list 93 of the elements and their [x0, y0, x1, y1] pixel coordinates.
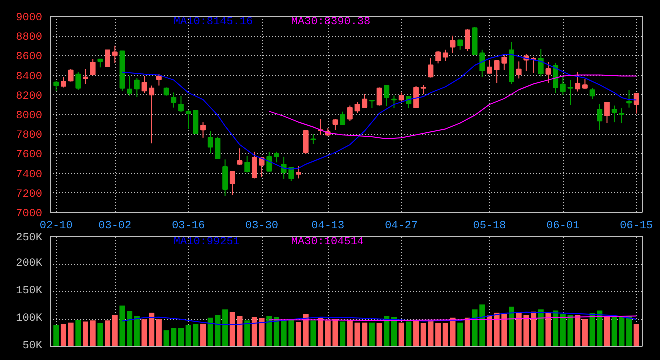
candlestick: [398, 92, 404, 103]
candlestick: [54, 80, 60, 92]
candlestick: [590, 88, 596, 100]
candlestick: [487, 60, 492, 75]
x-tick-label: 04-13: [312, 220, 345, 232]
x-tick-label: 03-02: [98, 220, 132, 232]
candlestick: [156, 74, 162, 86]
candlestick: [420, 84, 426, 95]
candlestick: [428, 58, 434, 78]
candlestick: [384, 85, 390, 107]
candlestick: [112, 45, 118, 64]
candlestick: [90, 58, 96, 76]
y-tick-label: 250K: [16, 232, 43, 244]
candlestick: [83, 68, 88, 85]
candlestick: [634, 93, 640, 114]
candlestick: [480, 49, 486, 78]
candlestick: [568, 80, 574, 106]
y-tick-label: 8600: [16, 52, 42, 64]
x-tick-label: 06-15: [620, 220, 654, 232]
candlestick: [171, 92, 177, 108]
candlestick: [237, 148, 243, 166]
candlestick: [597, 104, 603, 131]
text: MA30:104514: [291, 236, 364, 248]
candlestick: [604, 102, 610, 124]
y-tick-label: 200K: [16, 258, 43, 270]
x-tick-label: 03-16: [172, 220, 206, 232]
candlestick: [450, 35, 456, 54]
candlestick: [392, 95, 397, 110]
candlestick: [127, 76, 133, 96]
candlestick: [406, 96, 412, 110]
candlestick: [222, 159, 228, 197]
candlestick: [230, 170, 236, 196]
candlestick: [296, 166, 302, 180]
candlestick: [376, 87, 382, 106]
x-tick-label: 04-27: [385, 220, 418, 232]
y-tick-label: 8000: [16, 110, 42, 122]
candlestick: [347, 105, 353, 122]
candlestick: [464, 28, 470, 52]
text: MA10:8145.16: [174, 16, 254, 28]
y-tick-label: 50K: [22, 340, 43, 352]
x-tick-label: 05-18: [473, 220, 506, 232]
x-tick-label: 03-30: [246, 220, 279, 232]
candlestick: [252, 151, 258, 180]
candlestick: [531, 56, 536, 74]
y-tick-label: 8800: [16, 32, 42, 44]
candlestick: [274, 151, 280, 164]
candlestick: [244, 155, 250, 174]
x-tick-label: 02-10: [40, 220, 73, 232]
candlestick: [310, 134, 316, 145]
candlestick: [215, 136, 221, 160]
x-tick-label: 06-01: [546, 220, 580, 232]
candlestick: [142, 76, 148, 94]
candlestick: [362, 94, 368, 108]
candlestick: [553, 62, 559, 94]
y-tick-label: 7800: [16, 130, 42, 142]
candlestick: [612, 105, 618, 124]
candlestick: [76, 72, 82, 91]
y-tick-label: 8200: [16, 90, 42, 103]
candlestick: [626, 90, 632, 108]
candlestick: [546, 62, 552, 84]
y-tick-label: 7400: [16, 169, 42, 182]
line-series: [268, 74, 638, 140]
candlestick: [619, 108, 625, 124]
text: MA30:8390.38: [291, 16, 371, 28]
candlestick: [538, 48, 544, 78]
candlestick: [134, 78, 140, 98]
candlestick: [340, 111, 346, 125]
candlestick: [575, 72, 581, 92]
y-tick-label: 7200: [16, 188, 42, 201]
y-tick-label: 9000: [16, 12, 42, 24]
y-tick-label: 7000: [16, 208, 42, 220]
candlestick: [354, 102, 360, 114]
candlestick: [442, 49, 448, 62]
line-series: [122, 312, 638, 325]
candlestick: [208, 130, 214, 154]
y-tick-label: 100K: [16, 313, 43, 325]
candlestick: [516, 61, 522, 80]
text: MA10:99251: [174, 236, 240, 248]
y-tick-label: 8400: [16, 71, 42, 84]
candlestick: [266, 151, 272, 172]
y-tick-label: 7600: [16, 150, 42, 162]
candlestick: [436, 50, 442, 64]
candlestick: [149, 85, 155, 144]
candlestick: [303, 130, 309, 155]
candlestick: [61, 76, 66, 88]
candlestick: [178, 96, 184, 114]
candlestick: [200, 122, 206, 138]
y-tick-label: 150K: [16, 286, 43, 298]
candlestick: [458, 40, 464, 50]
candlestick: [105, 50, 110, 68]
candlestick: [68, 68, 74, 82]
candlestick: [560, 76, 566, 96]
candlestick: [332, 118, 338, 131]
